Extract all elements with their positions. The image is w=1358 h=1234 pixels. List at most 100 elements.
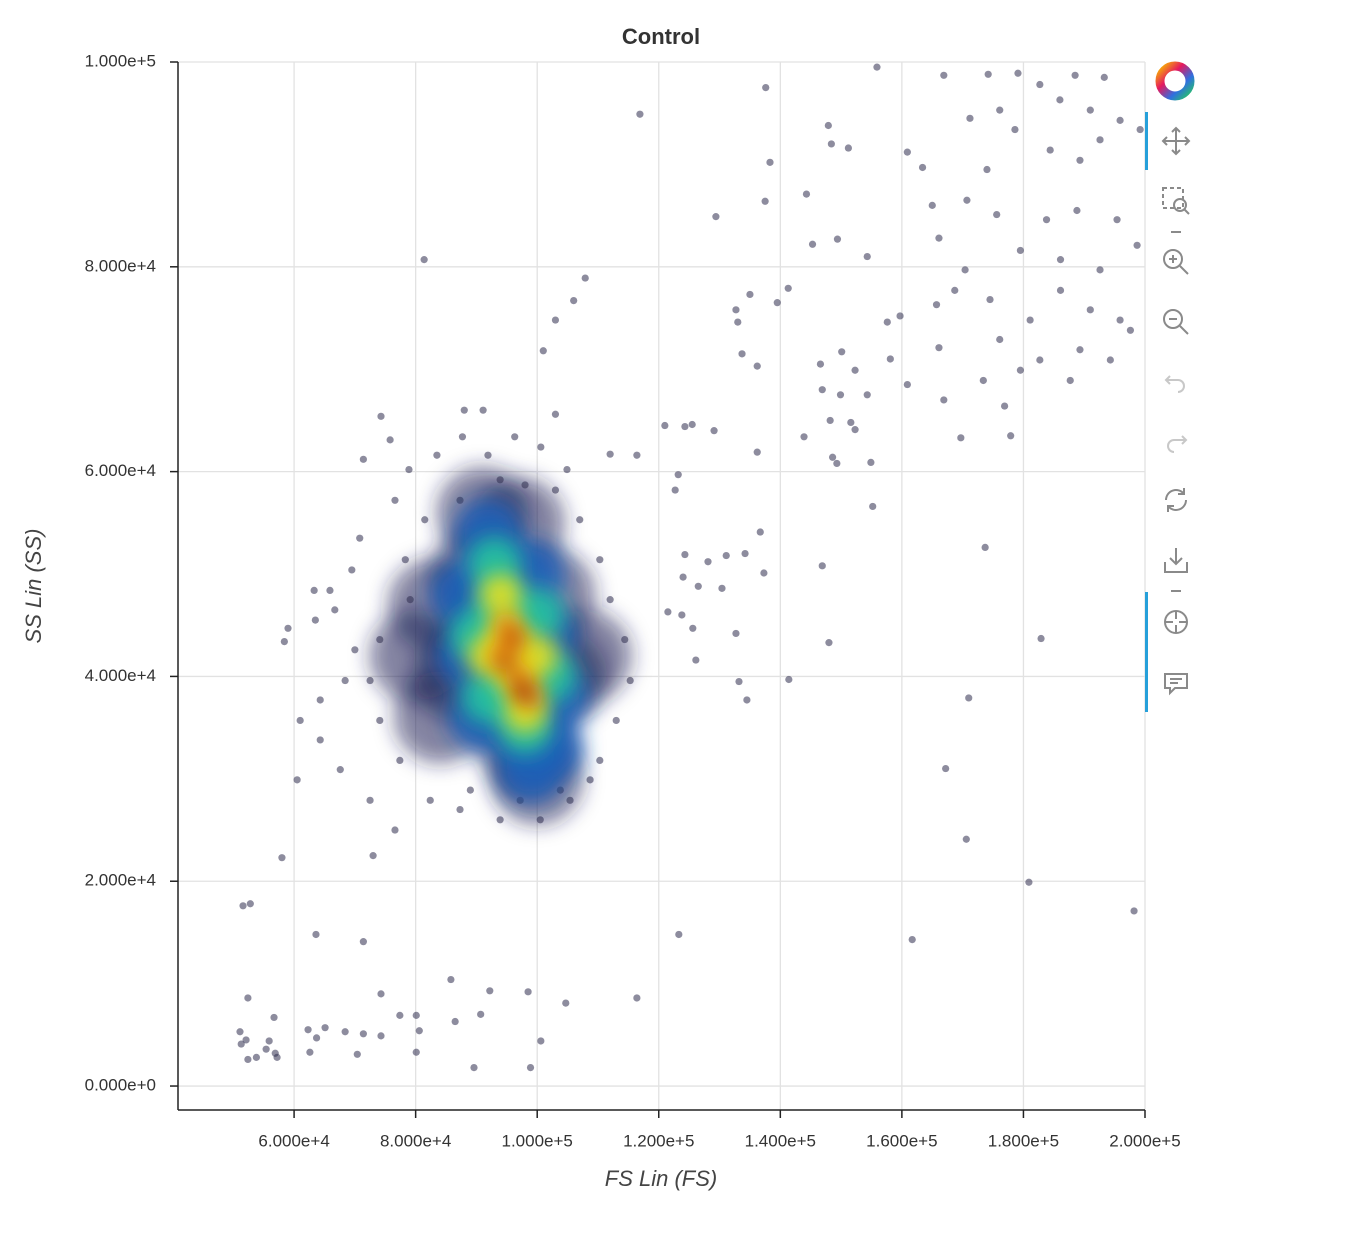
point [570, 297, 578, 305]
point [826, 416, 834, 425]
point [688, 420, 696, 429]
y-tick-label: 4.000e+4 [85, 666, 156, 685]
logo[interactable] [1155, 61, 1195, 101]
hover-tool[interactable] [1164, 673, 1188, 696]
point [1116, 116, 1124, 124]
point [391, 496, 399, 504]
point [1016, 246, 1025, 255]
point [386, 436, 394, 444]
point [851, 366, 859, 374]
point [863, 252, 871, 261]
point [1056, 256, 1065, 264]
point [1076, 156, 1084, 164]
point [1133, 241, 1141, 249]
reset-tool[interactable] [1165, 488, 1187, 512]
point [918, 163, 927, 172]
point [753, 448, 761, 456]
zoom-in-tool[interactable] [1163, 249, 1189, 275]
x-tick-label: 1.000e+5 [502, 1131, 573, 1150]
point [312, 930, 320, 939]
point [833, 235, 842, 243]
point [420, 256, 428, 264]
zoom-out-tool[interactable] [1163, 309, 1189, 335]
point [766, 158, 774, 166]
x-tick-label: 1.800e+5 [988, 1131, 1059, 1150]
point [451, 1017, 459, 1026]
point [536, 816, 544, 824]
undo-tool[interactable] [1164, 375, 1185, 393]
chart-title: Control [622, 24, 700, 49]
point [401, 556, 409, 564]
point [353, 1050, 361, 1058]
point [1130, 907, 1138, 915]
point [1096, 266, 1104, 274]
point [869, 502, 877, 511]
point [761, 197, 769, 205]
y-tick-label: 8.000e+4 [85, 256, 156, 275]
point [312, 1034, 321, 1042]
point [586, 776, 594, 784]
y-tick-label: 0.000e+0 [85, 1076, 156, 1095]
point [377, 412, 385, 420]
point [734, 318, 742, 326]
point [732, 629, 740, 638]
point [1011, 125, 1019, 134]
point [722, 551, 730, 560]
point [942, 764, 950, 773]
tool-active-bar [1145, 112, 1148, 170]
point [808, 240, 817, 248]
point [738, 350, 746, 358]
point [1007, 432, 1015, 440]
point [681, 550, 689, 559]
point [1036, 356, 1044, 364]
point [773, 299, 781, 307]
point [710, 427, 718, 435]
point [237, 1040, 245, 1048]
point [1046, 146, 1054, 154]
point [1066, 376, 1074, 385]
point [1086, 106, 1094, 114]
redo-tool[interactable] [1167, 435, 1188, 453]
point [524, 988, 532, 996]
point [296, 716, 304, 725]
point [903, 148, 911, 156]
point [396, 1011, 404, 1019]
point [679, 573, 687, 581]
point [359, 455, 367, 463]
y-tick-label: 6.000e+4 [85, 461, 156, 480]
point [376, 716, 384, 725]
point [762, 84, 770, 92]
point [479, 406, 487, 414]
density-blob [518, 687, 533, 702]
x-tick-label: 1.200e+5 [623, 1131, 694, 1150]
point [331, 606, 339, 614]
save-tool[interactable] [1164, 548, 1188, 573]
point-group [236, 63, 1144, 1072]
point [405, 465, 413, 474]
point [756, 528, 764, 536]
point [692, 656, 700, 664]
point [928, 201, 936, 209]
point [359, 1030, 367, 1038]
point [447, 975, 455, 984]
point [741, 549, 749, 558]
point [1076, 346, 1084, 354]
box-zoom-tool[interactable] [1162, 187, 1190, 215]
point [348, 566, 356, 574]
pan-tool[interactable] [1161, 126, 1191, 156]
point [306, 1048, 314, 1056]
crosshair-tool[interactable] [1164, 610, 1188, 634]
point [406, 596, 414, 604]
point [359, 938, 367, 946]
point [456, 496, 464, 504]
point [458, 433, 467, 441]
point [800, 433, 808, 441]
point [986, 295, 994, 304]
point [596, 756, 604, 764]
point [833, 459, 841, 468]
point [278, 854, 286, 862]
y-axis-label: SS Lin (SS) [21, 529, 46, 644]
point [935, 344, 943, 352]
point [694, 582, 702, 590]
